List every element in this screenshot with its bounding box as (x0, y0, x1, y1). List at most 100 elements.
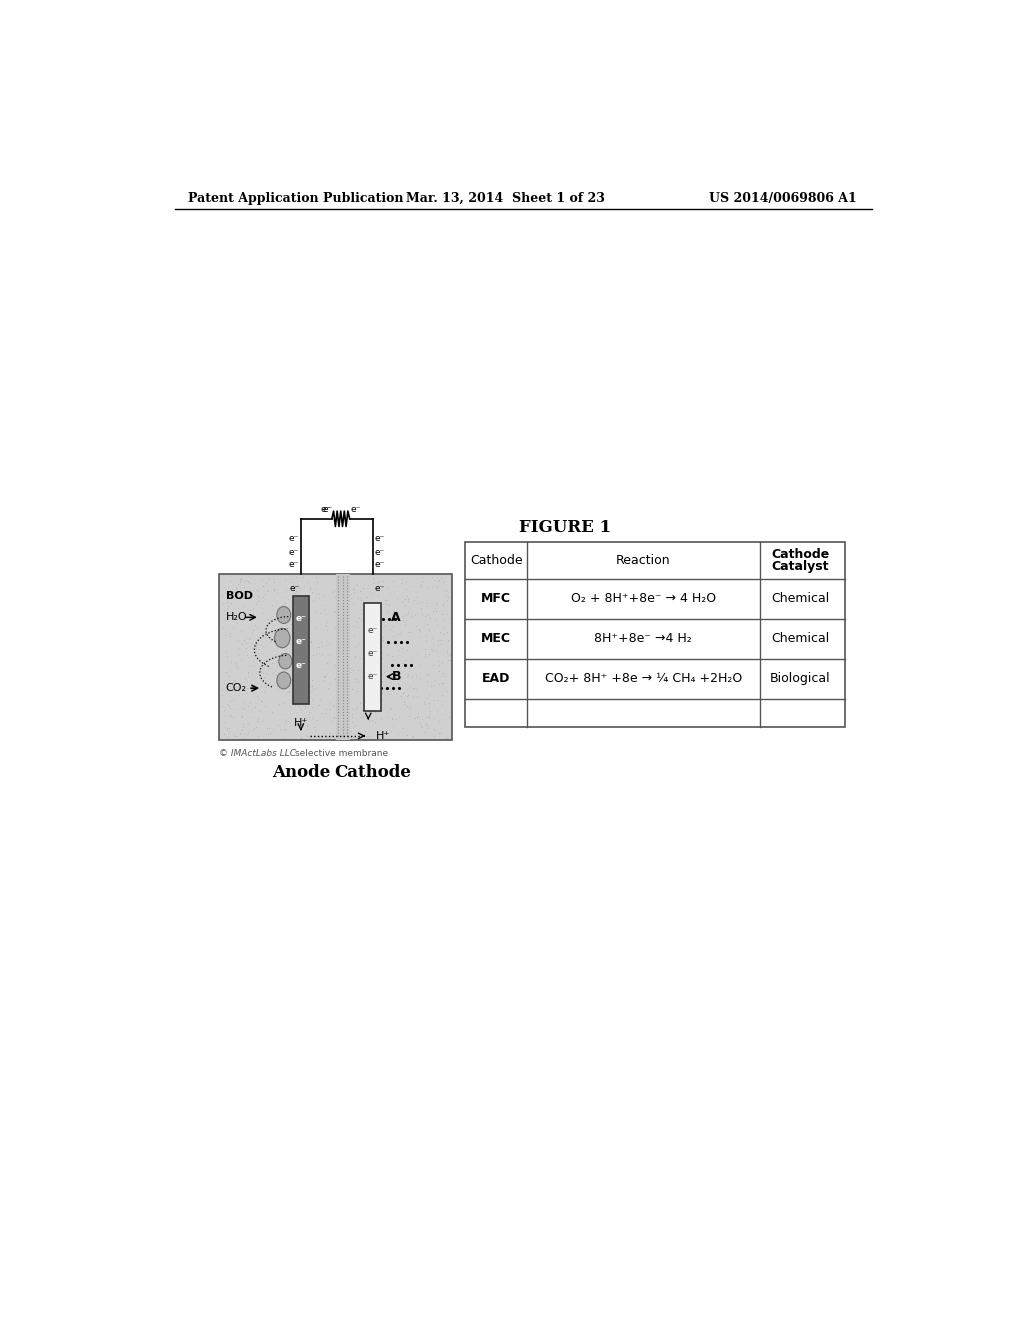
Point (419, 715, 435, 737)
Text: CO₂+ 8H⁺ +8e → ¼ CH₄ +2H₂O: CO₂+ 8H⁺ +8e → ¼ CH₄ +2H₂O (545, 672, 742, 685)
Point (295, 566, 311, 587)
Point (237, 570, 253, 591)
Point (435, 664, 452, 685)
Point (440, 586, 457, 607)
Point (282, 667, 298, 688)
Point (384, 715, 400, 737)
Point (419, 593, 435, 614)
Text: H₂O: H₂O (225, 612, 247, 622)
Point (291, 620, 307, 642)
Point (304, 689, 321, 710)
Point (252, 701, 268, 722)
Point (424, 627, 440, 648)
Point (316, 665, 333, 686)
Point (386, 601, 402, 622)
Point (360, 726, 377, 747)
Point (256, 583, 272, 605)
Point (414, 591, 430, 612)
Point (328, 653, 344, 675)
Point (256, 657, 272, 678)
Point (433, 684, 450, 705)
Point (237, 669, 253, 690)
Point (265, 568, 282, 589)
Point (243, 678, 259, 700)
Point (357, 656, 374, 677)
Point (290, 614, 306, 635)
Point (440, 706, 457, 727)
Point (248, 634, 264, 655)
Point (358, 653, 375, 675)
Point (230, 657, 247, 678)
Text: BOD: BOD (225, 591, 253, 601)
Text: Catalyst: Catalyst (771, 560, 829, 573)
Point (214, 585, 230, 606)
Point (255, 663, 271, 684)
Ellipse shape (274, 628, 290, 648)
Point (373, 701, 389, 722)
Point (439, 622, 456, 643)
Point (239, 627, 255, 648)
Point (254, 622, 270, 643)
Point (390, 676, 407, 697)
Point (367, 701, 383, 722)
Point (238, 638, 254, 659)
Point (397, 589, 414, 610)
Point (268, 655, 285, 676)
Point (218, 726, 234, 747)
Point (440, 649, 457, 671)
Point (356, 721, 373, 742)
Point (215, 696, 231, 717)
Point (423, 639, 439, 660)
Point (217, 705, 233, 726)
Point (231, 570, 248, 591)
Point (299, 715, 315, 737)
Point (222, 697, 239, 718)
Point (420, 706, 436, 727)
Point (258, 717, 274, 738)
Point (298, 640, 314, 661)
Point (257, 696, 273, 717)
Point (387, 602, 403, 623)
Point (258, 573, 274, 594)
Point (370, 572, 386, 593)
Point (268, 624, 285, 645)
Point (427, 569, 443, 590)
Point (240, 572, 256, 593)
Point (290, 605, 306, 626)
Point (216, 700, 232, 721)
Point (375, 577, 391, 598)
Point (325, 694, 341, 715)
Point (435, 663, 452, 684)
Point (393, 638, 410, 659)
Text: e⁻: e⁻ (323, 506, 333, 513)
Point (322, 698, 338, 719)
Point (293, 727, 309, 748)
Point (244, 623, 260, 644)
Point (395, 652, 412, 673)
Point (392, 685, 409, 706)
Point (249, 710, 265, 731)
Point (229, 638, 246, 659)
Point (417, 692, 433, 713)
Point (299, 668, 315, 689)
Point (281, 651, 297, 672)
Point (305, 717, 322, 738)
Point (254, 710, 270, 731)
Point (287, 677, 303, 698)
Point (249, 616, 265, 638)
Point (373, 709, 389, 730)
Point (421, 696, 437, 717)
Point (291, 603, 307, 624)
Point (242, 706, 258, 727)
Point (337, 577, 353, 598)
Point (293, 692, 309, 713)
Point (366, 665, 382, 686)
Point (359, 678, 376, 700)
Point (361, 582, 378, 603)
Point (386, 626, 402, 647)
Point (414, 603, 430, 624)
Point (352, 587, 369, 609)
Point (264, 702, 281, 723)
Point (221, 665, 238, 686)
Point (317, 722, 334, 743)
